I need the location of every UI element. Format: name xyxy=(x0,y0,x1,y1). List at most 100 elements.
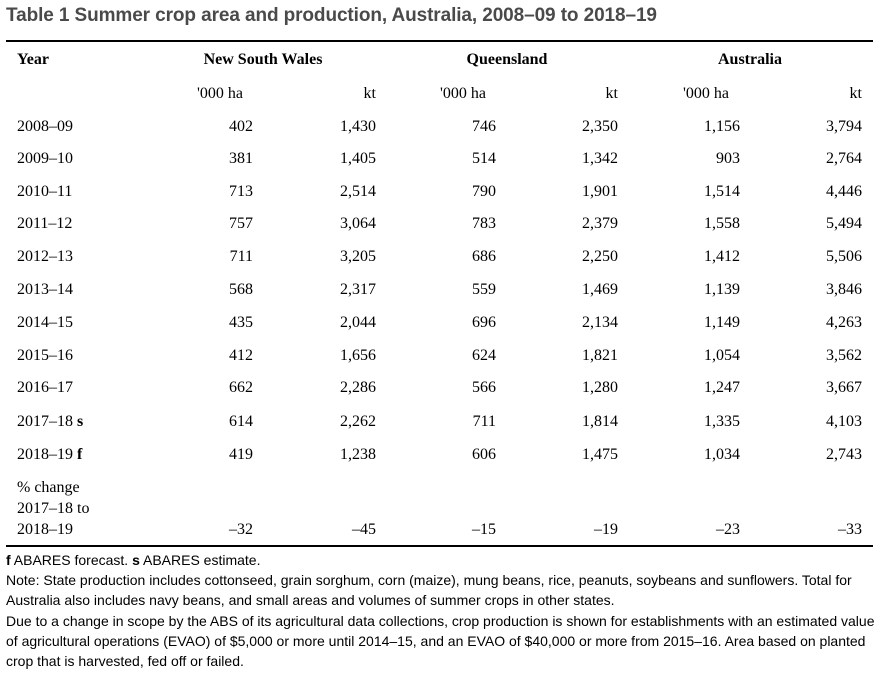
table-cell: 1,814 xyxy=(582,413,618,430)
note-abs-scope-change: Due to a change in scope by the ABS of i… xyxy=(6,612,875,670)
table-title: Table 1 Summer crop area and production,… xyxy=(6,5,657,26)
unit-header-4: '000 ha xyxy=(683,85,729,102)
table-cell: 2,044 xyxy=(340,314,376,331)
table-cell: 1,656 xyxy=(340,347,376,364)
table-cell: 790 xyxy=(472,183,496,200)
table-cell: 514 xyxy=(472,150,496,167)
row-year-label: 2018–19 f xyxy=(17,445,82,465)
row-year-label: 2011–12 xyxy=(17,214,72,234)
table-cell: 3,794 xyxy=(826,118,862,135)
table-cell: 1,238 xyxy=(340,446,376,463)
table-cell: 662 xyxy=(229,379,253,396)
row-year-label: 2008–09 xyxy=(17,117,73,137)
table-top-rule xyxy=(6,40,873,42)
table-cell: 3,562 xyxy=(826,347,862,364)
year-text: 2012–13 xyxy=(17,248,73,265)
row-year-label: 2009–10 xyxy=(17,149,73,169)
table-cell: 2,764 xyxy=(826,150,862,167)
table-cell: 1,034 xyxy=(704,446,740,463)
change-row-label-line: 2018–19 xyxy=(17,521,73,538)
unit-header-0: '000 ha xyxy=(197,85,243,102)
legend-f-text: ABARES forecast. xyxy=(10,552,133,568)
table-cell: 566 xyxy=(472,379,496,396)
table-cell: 1,469 xyxy=(582,281,618,298)
legend-s-text: ABARES estimate. xyxy=(139,552,261,568)
legend-line: f ABARES forecast. s ABARES estimate. xyxy=(6,550,878,570)
table-cell: 3,846 xyxy=(826,281,862,298)
table-cell: 559 xyxy=(472,281,496,298)
year-column-header: Year xyxy=(17,51,49,68)
table-cell: 3,064 xyxy=(340,215,376,232)
table-cell: 1,412 xyxy=(704,248,740,265)
table-cell: 2,317 xyxy=(340,281,376,298)
change-cell: –45 xyxy=(352,521,376,538)
group-header-2: Australia xyxy=(718,51,782,68)
group-header-1: Queensland xyxy=(466,51,548,68)
row-year-label: 2013–14 xyxy=(17,280,73,300)
table-cell: 1,280 xyxy=(582,379,618,396)
table-cell: 1,247 xyxy=(704,379,740,396)
table-cell: 381 xyxy=(229,150,253,167)
table-cell: 1,514 xyxy=(704,183,740,200)
row-year-label: 2016–17 xyxy=(17,378,73,398)
table-cell: 783 xyxy=(472,215,496,232)
table-cell: 624 xyxy=(472,347,496,364)
table-cell: 757 xyxy=(229,215,253,232)
table-cell: 4,263 xyxy=(826,314,862,331)
year-status-suffix: f xyxy=(77,446,83,463)
row-year-label: 2014–15 xyxy=(17,313,73,333)
table-cell: 1,405 xyxy=(340,150,376,167)
year-text: 2014–15 xyxy=(17,314,73,331)
row-year-label: 2010–11 xyxy=(17,182,72,202)
table-cell: 2,379 xyxy=(582,215,618,232)
table-notes: f ABARES forecast. s ABARES estimate. No… xyxy=(6,550,878,671)
table-cell: 2,134 xyxy=(582,314,618,331)
table-cell: 1,139 xyxy=(704,281,740,298)
table-cell: 1,558 xyxy=(704,215,740,232)
table-cell: 2,286 xyxy=(340,379,376,396)
year-text: 2010–11 xyxy=(17,183,73,200)
change-cell: –33 xyxy=(838,521,862,538)
table-cell: 696 xyxy=(472,314,496,331)
table-cell: 1,430 xyxy=(340,118,376,135)
row-year-label: 2012–13 xyxy=(17,247,73,267)
table-cell: 5,506 xyxy=(826,248,862,265)
change-row-label-line: % change xyxy=(17,479,80,496)
change-cell: –19 xyxy=(594,521,618,538)
table-cell: 711 xyxy=(472,413,496,430)
table-cell: 3,667 xyxy=(826,379,862,396)
table-cell: 1,335 xyxy=(704,413,740,430)
year-text: 2013–14 xyxy=(17,281,73,298)
table-cell: 746 xyxy=(472,118,496,135)
table-cell: 903 xyxy=(716,150,740,167)
table-cell: 606 xyxy=(472,446,496,463)
table-cell: 402 xyxy=(229,118,253,135)
table-cell: 1,821 xyxy=(582,347,618,364)
change-cell: –23 xyxy=(716,521,740,538)
legend-s-symbol: s xyxy=(132,552,140,568)
row-year-label: 2017–18 s xyxy=(17,412,83,432)
table-cell: 5,494 xyxy=(826,215,862,232)
year-text: 2015–16 xyxy=(17,347,73,364)
table-cell: 2,250 xyxy=(582,248,618,265)
table-cell: 435 xyxy=(229,314,253,331)
table-cell: 614 xyxy=(229,413,253,430)
group-header-0: New South Wales xyxy=(203,51,323,68)
table-cell: 3,205 xyxy=(340,248,376,265)
table-cell: 711 xyxy=(229,248,253,265)
table-cell: 1,475 xyxy=(582,446,618,463)
year-text: 2016–17 xyxy=(17,379,73,396)
unit-header-3: kt xyxy=(605,85,618,102)
table-cell: 1,156 xyxy=(704,118,740,135)
table-bottom-rule xyxy=(6,545,873,547)
change-cell: –15 xyxy=(472,521,496,538)
table-cell: 1,149 xyxy=(704,314,740,331)
unit-header-5: kt xyxy=(849,85,862,102)
change-cell: –32 xyxy=(229,521,253,538)
year-text: 2011–12 xyxy=(17,215,73,232)
table-cell: 2,514 xyxy=(340,183,376,200)
year-text: 2018–19 xyxy=(17,446,73,463)
year-text: 2009–10 xyxy=(17,150,73,167)
unit-header-1: kt xyxy=(363,85,376,102)
